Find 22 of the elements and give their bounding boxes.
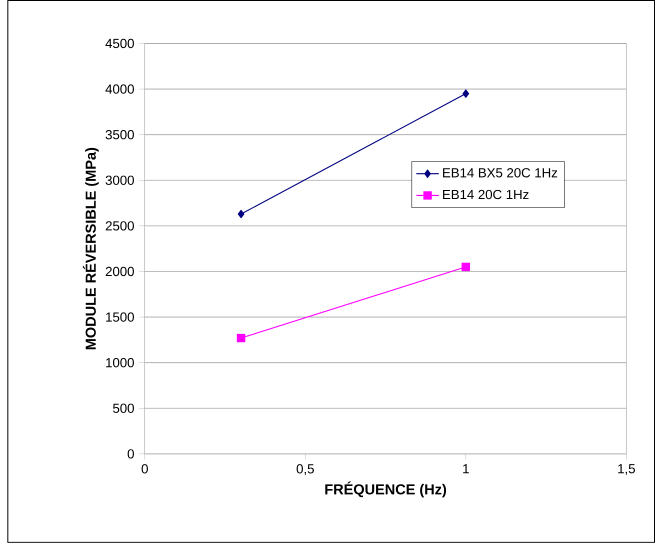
x-tick-label: 1 [463,464,469,474]
x-tick-label: 1,5 [618,464,635,476]
legend-label: EB14 BX5 20C 1Hz [443,168,558,178]
point [462,262,470,272]
point [462,89,470,98]
y-tick-label: 4000 [105,84,134,94]
legend-label: EB14 20C 1Hz [443,190,529,200]
point [238,210,244,218]
x-axis-title: FRÉQUENCE (Hz) [325,482,446,498]
y-tick-label: 1500 [106,312,134,322]
y-tick-label: 0 [128,449,134,459]
y-axis-title: MODULE RÉVERSIBLE (MPa) [82,148,99,350]
y-tick-label: 3500 [106,130,134,140]
y-tick-label: 2500 [106,221,134,231]
point [236,334,246,342]
x-tick-label: 0,5 [296,464,314,476]
y-tick-label: 3000 [106,176,134,186]
y-tick-label: 2000 [106,266,134,276]
y-tick-label: 1000 [106,358,134,368]
x-tick-label: 0 [142,464,148,474]
y-tick-label: 500 [113,404,134,414]
y-tick-label: 4500 [105,38,134,48]
